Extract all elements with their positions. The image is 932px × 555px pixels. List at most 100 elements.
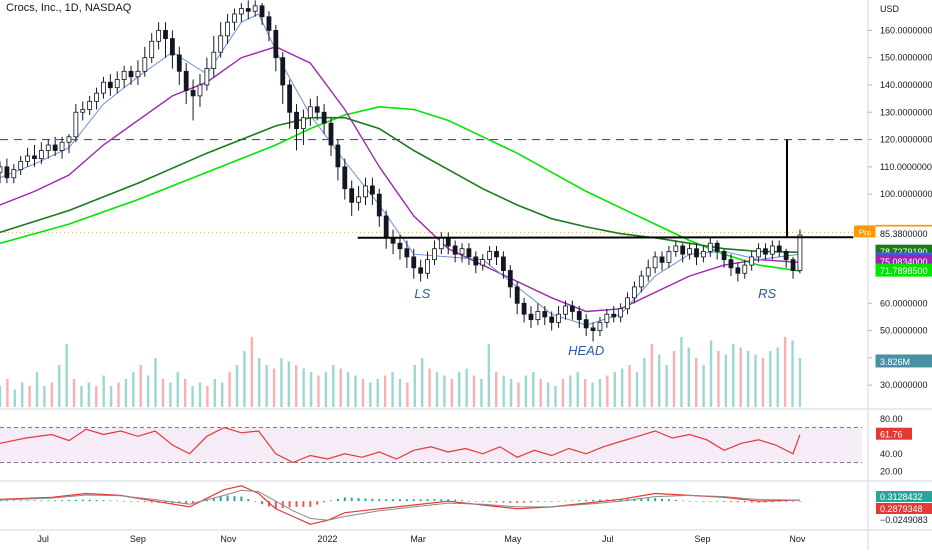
candle-body <box>528 313 534 321</box>
candle <box>301 109 306 145</box>
volume-bar <box>265 365 268 407</box>
macd-histogram-bar <box>640 498 643 502</box>
candle <box>473 251 479 274</box>
candle <box>756 243 761 263</box>
candle-body <box>659 256 665 263</box>
candle <box>80 101 86 121</box>
candle <box>783 248 789 268</box>
volume-bar <box>369 382 372 407</box>
candle <box>411 248 417 279</box>
macd-histogram-bar <box>302 501 305 507</box>
candle-body <box>618 308 624 318</box>
candle <box>369 177 375 206</box>
candle <box>438 232 444 255</box>
candle <box>294 104 299 151</box>
macd-histogram-bar <box>392 499 395 502</box>
candle-body <box>432 248 437 261</box>
volume-bar <box>487 344 491 407</box>
macd-histogram-bar <box>247 499 250 502</box>
candle <box>183 63 189 105</box>
candle-body <box>252 5 258 12</box>
candle-body <box>680 245 686 255</box>
candle <box>335 139 341 181</box>
macd-value-label: −0.0249083 <box>880 515 928 525</box>
volume-bar <box>443 375 446 407</box>
macd-histogram-bar <box>398 499 401 502</box>
macd-histogram-bar <box>185 501 188 504</box>
volume-bar <box>146 375 150 407</box>
candle-body <box>687 248 692 255</box>
candle-body <box>163 29 168 39</box>
price-tick-label: 50.0000000 <box>880 326 928 336</box>
candle <box>135 60 141 85</box>
macd-histogram-bar <box>557 500 560 502</box>
candle-body <box>142 57 148 72</box>
macd-histogram-bar <box>40 500 43 502</box>
macd-histogram-bar <box>67 500 70 502</box>
volume-bar <box>280 358 283 407</box>
volume-bar <box>732 344 735 407</box>
volume-bar <box>302 368 305 407</box>
candle <box>652 251 658 274</box>
label-background <box>875 226 932 240</box>
candle <box>94 87 99 110</box>
candle <box>211 35 217 77</box>
candle-body <box>556 313 561 323</box>
macd-histogram-bar <box>26 500 29 502</box>
time-tick-label: Mar <box>410 534 426 544</box>
macd-histogram-bar <box>454 499 457 502</box>
candle <box>225 14 230 45</box>
candle <box>501 251 506 279</box>
symbol-title: Crocs, Inc., 1D, NASDAQ <box>6 2 132 14</box>
macd-histogram-bar <box>571 500 574 502</box>
candle-body <box>156 29 162 42</box>
macd-histogram-bar <box>240 496 243 502</box>
signal-line <box>0 489 800 521</box>
macd-histogram-bar <box>261 501 264 505</box>
rsi-value-background <box>876 427 912 440</box>
volume-bar <box>198 382 202 407</box>
time-tick-label: Jul <box>602 534 614 544</box>
candle <box>176 46 182 85</box>
candle-body <box>535 311 541 321</box>
volume-bar <box>495 372 498 407</box>
candle-body <box>59 141 65 151</box>
volume-bar <box>58 365 61 407</box>
volume-bar <box>272 368 276 407</box>
rsi-band <box>0 427 862 463</box>
candle <box>480 254 486 271</box>
candle <box>204 57 210 91</box>
candle <box>790 256 796 279</box>
macd-histogram-bar <box>0 500 1 502</box>
label-text: 71.7898500 <box>880 266 928 276</box>
candle-body <box>404 248 410 258</box>
macd-histogram-bar <box>405 499 408 502</box>
volume-bar <box>0 386 2 407</box>
candle <box>321 104 327 135</box>
macd-histogram-bar <box>336 498 339 502</box>
macd-histogram-bar <box>695 501 698 502</box>
candle <box>4 158 10 184</box>
candle-body <box>576 311 582 321</box>
candle <box>728 254 734 276</box>
candle <box>156 22 162 50</box>
volume-bar <box>769 351 772 407</box>
candle-body <box>94 92 99 102</box>
macd-histogram-bar <box>529 501 532 503</box>
macd-histogram-bar <box>750 501 753 503</box>
price-tick-label: 60.0000000 <box>880 298 928 308</box>
candle-body <box>211 51 217 69</box>
candle-body <box>714 242 720 252</box>
macd-histogram-bar <box>716 501 719 502</box>
candle <box>700 245 706 263</box>
volume-bar <box>687 347 691 407</box>
candle-body <box>307 106 313 119</box>
candle-body <box>425 259 430 274</box>
candle-body <box>769 245 775 255</box>
volume-bar <box>635 372 639 407</box>
candle-body <box>176 54 182 72</box>
macd-histogram-bar <box>667 499 670 502</box>
candle-body <box>721 251 727 261</box>
